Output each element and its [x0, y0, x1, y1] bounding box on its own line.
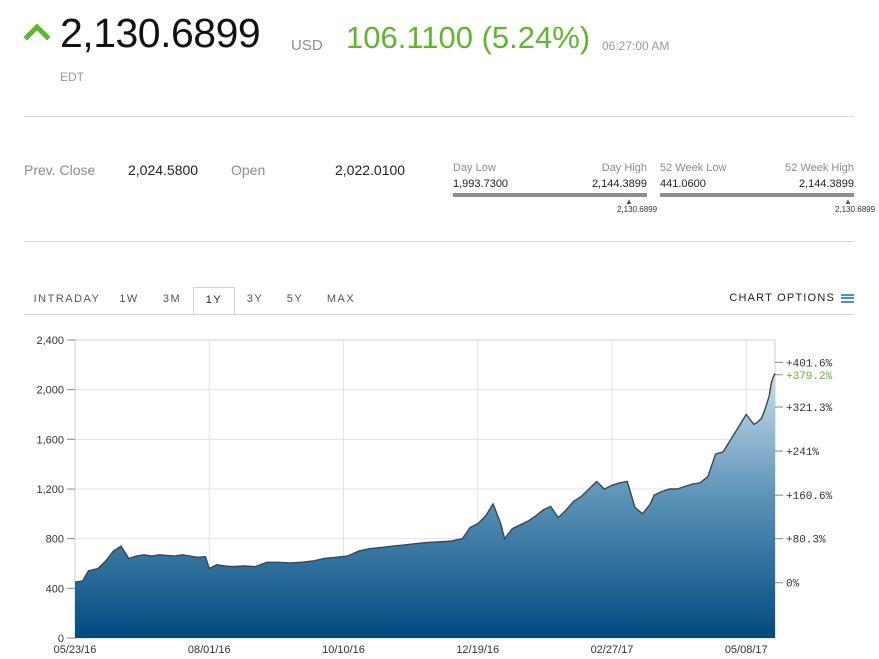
tab-3m[interactable]: 3M [162, 293, 182, 305]
currency-label: USD [291, 37, 323, 54]
y-tick-label: 2,400 [36, 335, 64, 347]
day-high-label: Day High [601, 162, 647, 174]
week52-range-bar [660, 193, 854, 197]
tabs-baseline [24, 314, 854, 315]
day-range-marker-icon: ▲ [625, 197, 633, 206]
day-low-value: 1,993.7300 [453, 178, 509, 190]
day-range-current: 2,130.6899 [617, 205, 658, 214]
chart-options-button[interactable]: CHART OPTIONS [729, 292, 854, 304]
divider [24, 116, 854, 117]
right-tick-label: +379.2% [786, 371, 833, 383]
prev-close-value: 2,024.5800 [128, 162, 199, 178]
tab-3y[interactable]: 3Y [246, 293, 264, 305]
chart-options-label: CHART OPTIONS [729, 292, 835, 304]
open-value: 2,022.0100 [335, 162, 406, 178]
price-change: 106.1100 (5.24%) [346, 20, 591, 55]
right-tick-label: +401.6% [786, 358, 833, 370]
right-tick-label: +241% [786, 447, 819, 459]
y-tick-label: 400 [46, 583, 64, 595]
day-range-bar [453, 193, 647, 197]
price-chart: 2,400 2,000 1,600 1,200 800 400 0 05/23/16 08/0… [36, 335, 833, 656]
open-label: Open [231, 162, 266, 178]
tab-5y[interactable]: 5Y [286, 293, 304, 305]
day-high-value: 2,144.3899 [591, 178, 647, 190]
week52-high-value: 2,144.3899 [798, 178, 854, 190]
right-tick-label: +321.3% [786, 403, 833, 415]
y-tick-label: 1,200 [36, 484, 64, 496]
right-tick-label: +160.6% [786, 491, 833, 503]
quote-time: 06:27:00 AM [602, 39, 670, 53]
x-tick-label: 12/19/16 [456, 644, 499, 656]
x-tick-label: 10/10/16 [322, 644, 365, 656]
x-tick-label: 02/27/17 [591, 644, 634, 656]
current-price: 2,130.6899 [60, 10, 261, 56]
y-tick-label: 0 [58, 633, 64, 645]
week52-range-current: 2,130.6899 [835, 205, 876, 214]
week52-low-label: 52 Week Low [660, 162, 727, 174]
right-tick-label: +80.3% [786, 535, 826, 547]
week52-low-value: 441.0600 [660, 178, 706, 190]
prev-close-label: Prev. Close [24, 162, 96, 178]
week52-range-marker-icon: ▲ [844, 197, 852, 206]
y-tick-label: 1,600 [36, 434, 64, 446]
timezone-label: EDT [60, 70, 84, 84]
x-tick-label: 05/23/16 [54, 644, 97, 656]
tab-intraday[interactable]: INTRADAY [33, 293, 101, 305]
tab-1y[interactable]: 1Y [193, 287, 235, 316]
x-tick-label: 05/08/17 [725, 644, 768, 656]
divider [24, 241, 854, 242]
menu-icon [841, 293, 854, 303]
range-tabs: INTRADAY 1W 3M 1Y 3Y 5Y MAX [24, 287, 854, 316]
tab-max[interactable]: MAX [326, 293, 356, 305]
up-arrow-icon [24, 23, 50, 40]
y-tick-label: 800 [46, 534, 64, 546]
right-tick-label: 0% [786, 579, 800, 591]
x-tick-label: 08/01/16 [188, 644, 231, 656]
price-area [75, 373, 775, 638]
y-tick-label: 2,000 [36, 385, 64, 397]
day-low-label: Day Low [453, 162, 496, 174]
tab-1w[interactable]: 1W [119, 293, 139, 305]
week52-high-label: 52 Week High [785, 162, 854, 174]
price-line [74, 373, 776, 583]
